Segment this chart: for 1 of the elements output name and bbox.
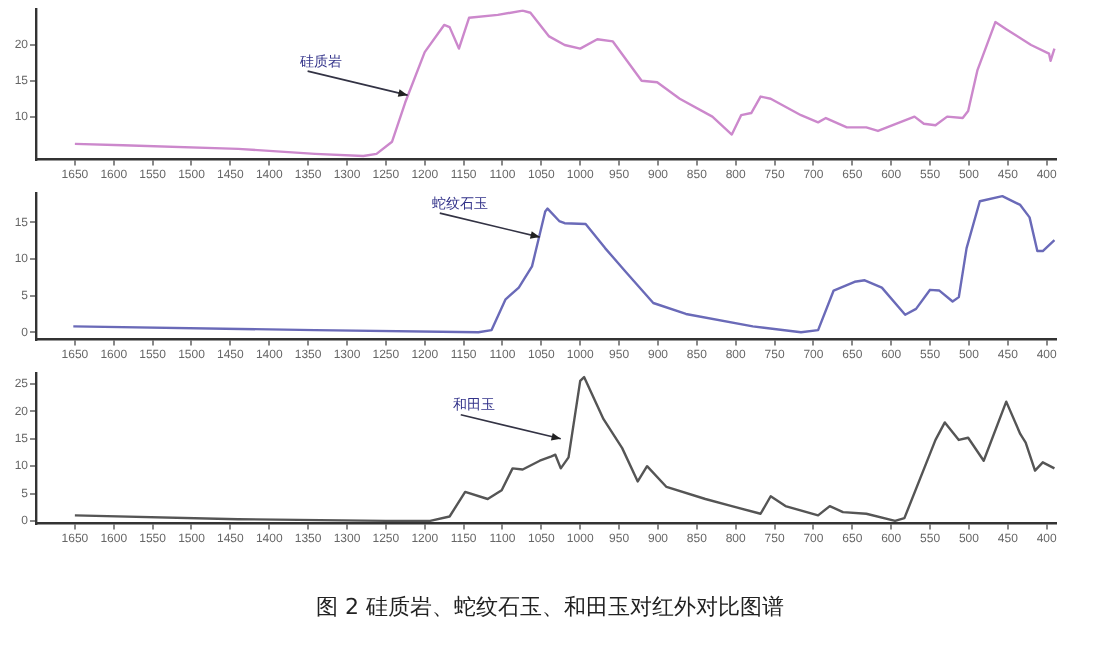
caption: 图 2 硅质岩、蛇纹石玉、和田玉对红外对比图谱 bbox=[314, 592, 786, 622]
